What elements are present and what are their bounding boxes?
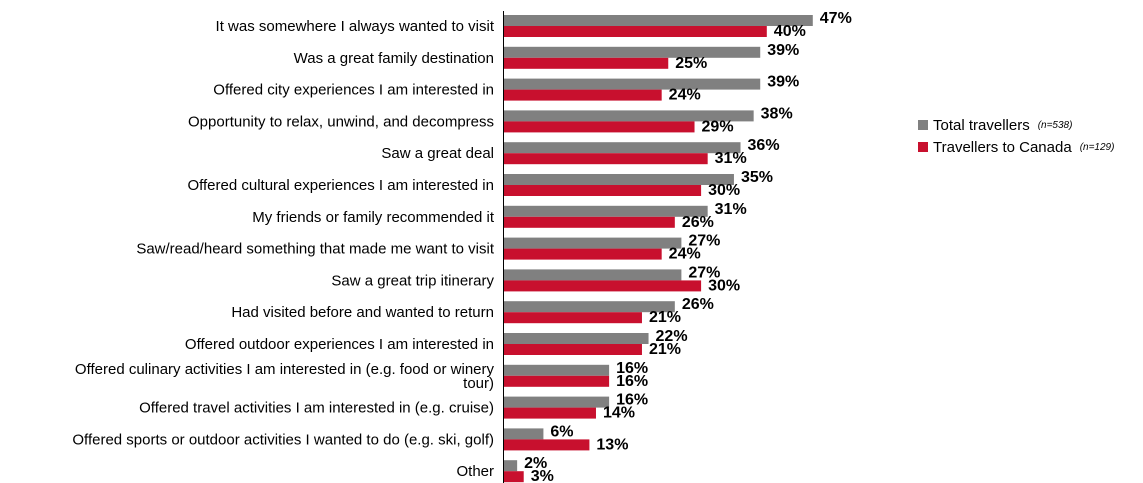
bar-travellers-to-canada: [504, 26, 767, 37]
bar-travellers-to-canada: [504, 407, 596, 419]
bar-total-travellers: [504, 428, 544, 440]
bar-travellers-to-canada: [504, 89, 662, 101]
bar-total-travellers: [504, 301, 675, 313]
category-label: Other: [456, 463, 494, 480]
bar-travellers-to-canada: [504, 344, 642, 355]
bar-travellers-to-canada: [504, 280, 702, 292]
bar-total-travellers: [504, 396, 610, 408]
bars-group: [504, 15, 813, 483]
bar-travellers-to-canada: [504, 248, 662, 260]
legend-n-canada: (n=129): [1079, 141, 1115, 153]
category-label: Had visited before and wanted to return: [231, 304, 494, 321]
category-label: Saw/read/heard something that made me wa…: [136, 241, 495, 258]
value-label-total-travellers: 39%: [767, 42, 799, 59]
value-label-travellers-to-canada: 14%: [603, 405, 635, 422]
legend: Total travellers (n=538) Travellers to C…: [918, 114, 1114, 158]
bar-travellers-to-canada: [504, 471, 524, 483]
category-label: Offered cultural experiences I am intere…: [187, 177, 494, 194]
category-label: My friends or family recommended it: [252, 209, 495, 226]
bar-travellers-to-canada: [504, 375, 610, 387]
category-label: Saw a great deal: [381, 145, 494, 162]
value-label-total-travellers: 27%: [688, 233, 720, 250]
bar-total-travellers: [504, 333, 649, 344]
legend-swatch-total: [918, 120, 928, 130]
value-label-total-travellers: 27%: [688, 264, 720, 281]
value-label-travellers-to-canada: 24%: [669, 246, 701, 263]
value-label-travellers-to-canada: 40%: [774, 23, 806, 40]
category-label: Offered sports or outdoor activities I w…: [72, 431, 494, 448]
value-label-travellers-to-canada: 26%: [682, 214, 714, 231]
value-label-total-travellers: 22%: [656, 328, 688, 345]
value-label-total-travellers: 39%: [767, 74, 799, 91]
bar-travellers-to-canada: [504, 216, 675, 228]
value-label-total-travellers: 31%: [715, 201, 747, 218]
value-label-travellers-to-canada: 29%: [702, 118, 734, 135]
bar-total-travellers: [504, 364, 610, 376]
value-labels: 47%40%39%25%39%24%38%29%36%31%35%30%31%2…: [524, 10, 852, 483]
legend-label-total: Total travellers: [933, 116, 1030, 134]
value-label-total-travellers: 16%: [616, 392, 648, 409]
value-label-travellers-to-canada: 30%: [708, 277, 740, 294]
value-label-travellers-to-canada: 3%: [531, 468, 554, 483]
value-label-total-travellers: 35%: [741, 169, 773, 186]
category-label: tour): [463, 375, 494, 392]
value-label-travellers-to-canada: 30%: [708, 182, 740, 199]
category-label: Offered outdoor experiences I am interes…: [185, 336, 494, 353]
value-label-total-travellers: 6%: [550, 423, 573, 440]
bar-total-travellers: [504, 142, 741, 154]
value-label-travellers-to-canada: 13%: [596, 436, 628, 453]
value-label-total-travellers: 38%: [761, 105, 793, 122]
bar-total-travellers: [504, 46, 761, 58]
value-label-travellers-to-canada: 24%: [669, 87, 701, 104]
bar-total-travellers: [504, 269, 682, 281]
category-label: Offered culinary activities I am interes…: [75, 361, 495, 378]
bar-total-travellers: [504, 460, 518, 472]
bar-total-travellers: [504, 205, 708, 217]
category-labels: It was somewhere I always wanted to visi…: [72, 18, 494, 480]
legend-swatch-canada: [918, 142, 928, 152]
bar-total-travellers: [504, 78, 761, 90]
bar-travellers-to-canada: [504, 121, 695, 133]
value-label-total-travellers: 47%: [820, 10, 852, 27]
category-label: Opportunity to relax, unwind, and decomp…: [188, 113, 494, 130]
category-label: Saw a great trip itinerary: [331, 272, 494, 289]
bar-travellers-to-canada: [504, 153, 708, 165]
value-label-total-travellers: 2%: [524, 455, 547, 472]
value-label-total-travellers: 36%: [748, 137, 780, 154]
bar-total-travellers: [504, 237, 682, 249]
category-label: Was a great family destination: [294, 50, 494, 67]
value-label-travellers-to-canada: 31%: [715, 150, 747, 167]
bar-travellers-to-canada: [504, 312, 642, 324]
value-label-total-travellers: 26%: [682, 296, 714, 313]
bar-travellers-to-canada: [504, 57, 669, 69]
category-label: Offered travel activities I am intereste…: [139, 400, 494, 417]
bar-travellers-to-canada: [504, 439, 590, 451]
bar-total-travellers: [504, 110, 754, 122]
legend-item-canada: Travellers to Canada (n=129): [918, 136, 1114, 158]
bar-total-travellers: [504, 15, 813, 26]
legend-label-canada: Travellers to Canada: [933, 138, 1072, 156]
legend-item-total: Total travellers (n=538): [918, 114, 1114, 136]
value-label-travellers-to-canada: 16%: [616, 373, 648, 390]
legend-n-total: (n=538): [1037, 119, 1073, 131]
value-label-travellers-to-canada: 21%: [649, 309, 681, 326]
value-label-total-travellers: 16%: [616, 360, 648, 377]
bar-total-travellers: [504, 174, 734, 185]
bar-travellers-to-canada: [504, 185, 702, 196]
value-label-travellers-to-canada: 21%: [649, 341, 681, 358]
category-label: It was somewhere I always wanted to visi…: [216, 18, 495, 35]
category-label: Offered city experiences I am interested…: [213, 82, 494, 99]
value-label-travellers-to-canada: 25%: [675, 55, 707, 72]
